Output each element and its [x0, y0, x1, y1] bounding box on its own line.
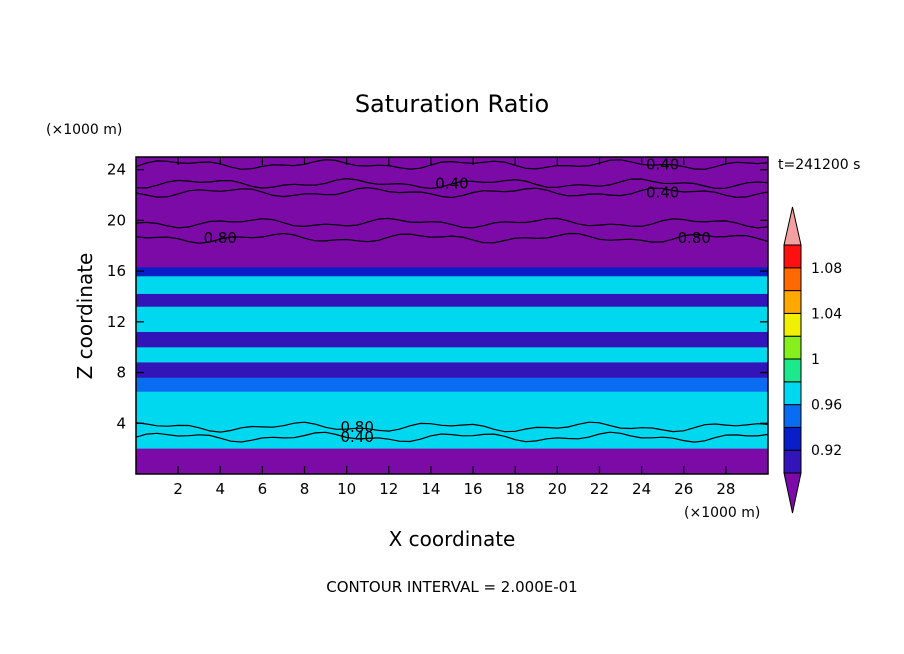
- colorbar-label: 1.04: [811, 306, 842, 322]
- x-tick-label: 26: [674, 480, 693, 498]
- colorbar-swatch: [783, 335, 802, 360]
- x-tick-label: 12: [379, 480, 398, 498]
- x-tick-label: 8: [300, 480, 310, 498]
- field-band: [136, 331, 768, 348]
- time-label: t=241200 s: [778, 157, 860, 173]
- field-band: [136, 267, 768, 277]
- colorbar-label: 1: [811, 352, 820, 368]
- y-tick-label: 12: [107, 313, 126, 331]
- contour-label: 0.40: [340, 428, 373, 446]
- contour-label: 0.80: [678, 229, 711, 247]
- colorbar-swatch: [783, 290, 802, 314]
- colorbar-swatch: [783, 267, 802, 292]
- y-tick-label: 8: [116, 364, 126, 382]
- x-tick-label: 16: [464, 480, 483, 498]
- colorbar-label: 0.96: [811, 398, 842, 414]
- field-band: [136, 276, 768, 294]
- field-band: [136, 347, 768, 363]
- field-band: [136, 293, 768, 307]
- contour-line: [136, 217, 768, 229]
- x-tick-label: 18: [506, 480, 525, 498]
- y-unit-label: (×1000 m): [46, 122, 122, 138]
- x-tick-label: 4: [215, 480, 225, 498]
- y-tick-label: 16: [107, 262, 126, 280]
- colorbar-extend-top: [783, 206, 802, 246]
- chart-title: Saturation Ratio: [355, 90, 549, 118]
- colorbar-label: 1.08: [811, 261, 842, 277]
- colorbar-swatch: [783, 381, 802, 406]
- contour-line: [136, 232, 768, 244]
- contour-interval-footer: CONTOUR INTERVAL = 2.000E-01: [326, 578, 577, 596]
- y-tick-label: 20: [107, 211, 126, 229]
- contour-line: [136, 186, 768, 199]
- contour-label: 0.40: [435, 175, 468, 193]
- x-tick-label: 2: [173, 480, 183, 498]
- contour-field: 0.400.400.400.80 0.800.800.40: [136, 156, 768, 474]
- contour-label: 0.40: [646, 184, 679, 202]
- x-tick-label: 20: [548, 480, 567, 498]
- colorbar-swatch: [783, 244, 802, 269]
- contour-label: 0.40: [646, 156, 679, 174]
- colorbar-swatch: [783, 404, 802, 428]
- y-tick-label: 24: [107, 161, 126, 179]
- contour-line: [136, 421, 768, 433]
- field-band: [136, 377, 768, 392]
- contour-label: 0.80: [340, 418, 373, 436]
- x-tick-label: 14: [421, 480, 440, 498]
- field-band: [136, 306, 768, 332]
- colorbar-swatch: [783, 449, 802, 474]
- contour-line: [136, 177, 768, 190]
- x-axis: 2 4 6 8 10 12 14 16 18 20 22 24 26 28: [173, 157, 735, 498]
- x-tick-label: 10: [337, 480, 356, 498]
- x-tick-label: 6: [258, 480, 268, 498]
- x-axis-label: X coordinate: [389, 527, 516, 551]
- x-tick-label: 24: [632, 480, 651, 498]
- x-unit-label: (×1000 m): [684, 505, 760, 521]
- colorbar-swatch: [783, 312, 802, 337]
- field-band: [136, 391, 768, 449]
- x-tick-label: 22: [590, 480, 609, 498]
- y-tick-label: 4: [116, 414, 126, 432]
- y-axis: 4 8 12 16 20 24: [107, 161, 768, 432]
- plot-frame: [135, 156, 769, 475]
- field-band: [136, 362, 768, 378]
- y-axis-label: Z coordinate: [73, 253, 97, 380]
- contour-line: [136, 158, 768, 170]
- contour-label: 0.80: [204, 229, 237, 247]
- colorbar-swatch: [783, 426, 802, 451]
- colorbar-extend-bottom: [783, 472, 802, 514]
- colorbar-label: 0.92: [811, 443, 842, 459]
- colorbar-swatch: [783, 358, 802, 383]
- contour-line: [136, 431, 768, 443]
- x-tick-label: 28: [716, 480, 735, 498]
- colorbar: 0.92 0.96 1 1.04 1.08: [783, 206, 842, 514]
